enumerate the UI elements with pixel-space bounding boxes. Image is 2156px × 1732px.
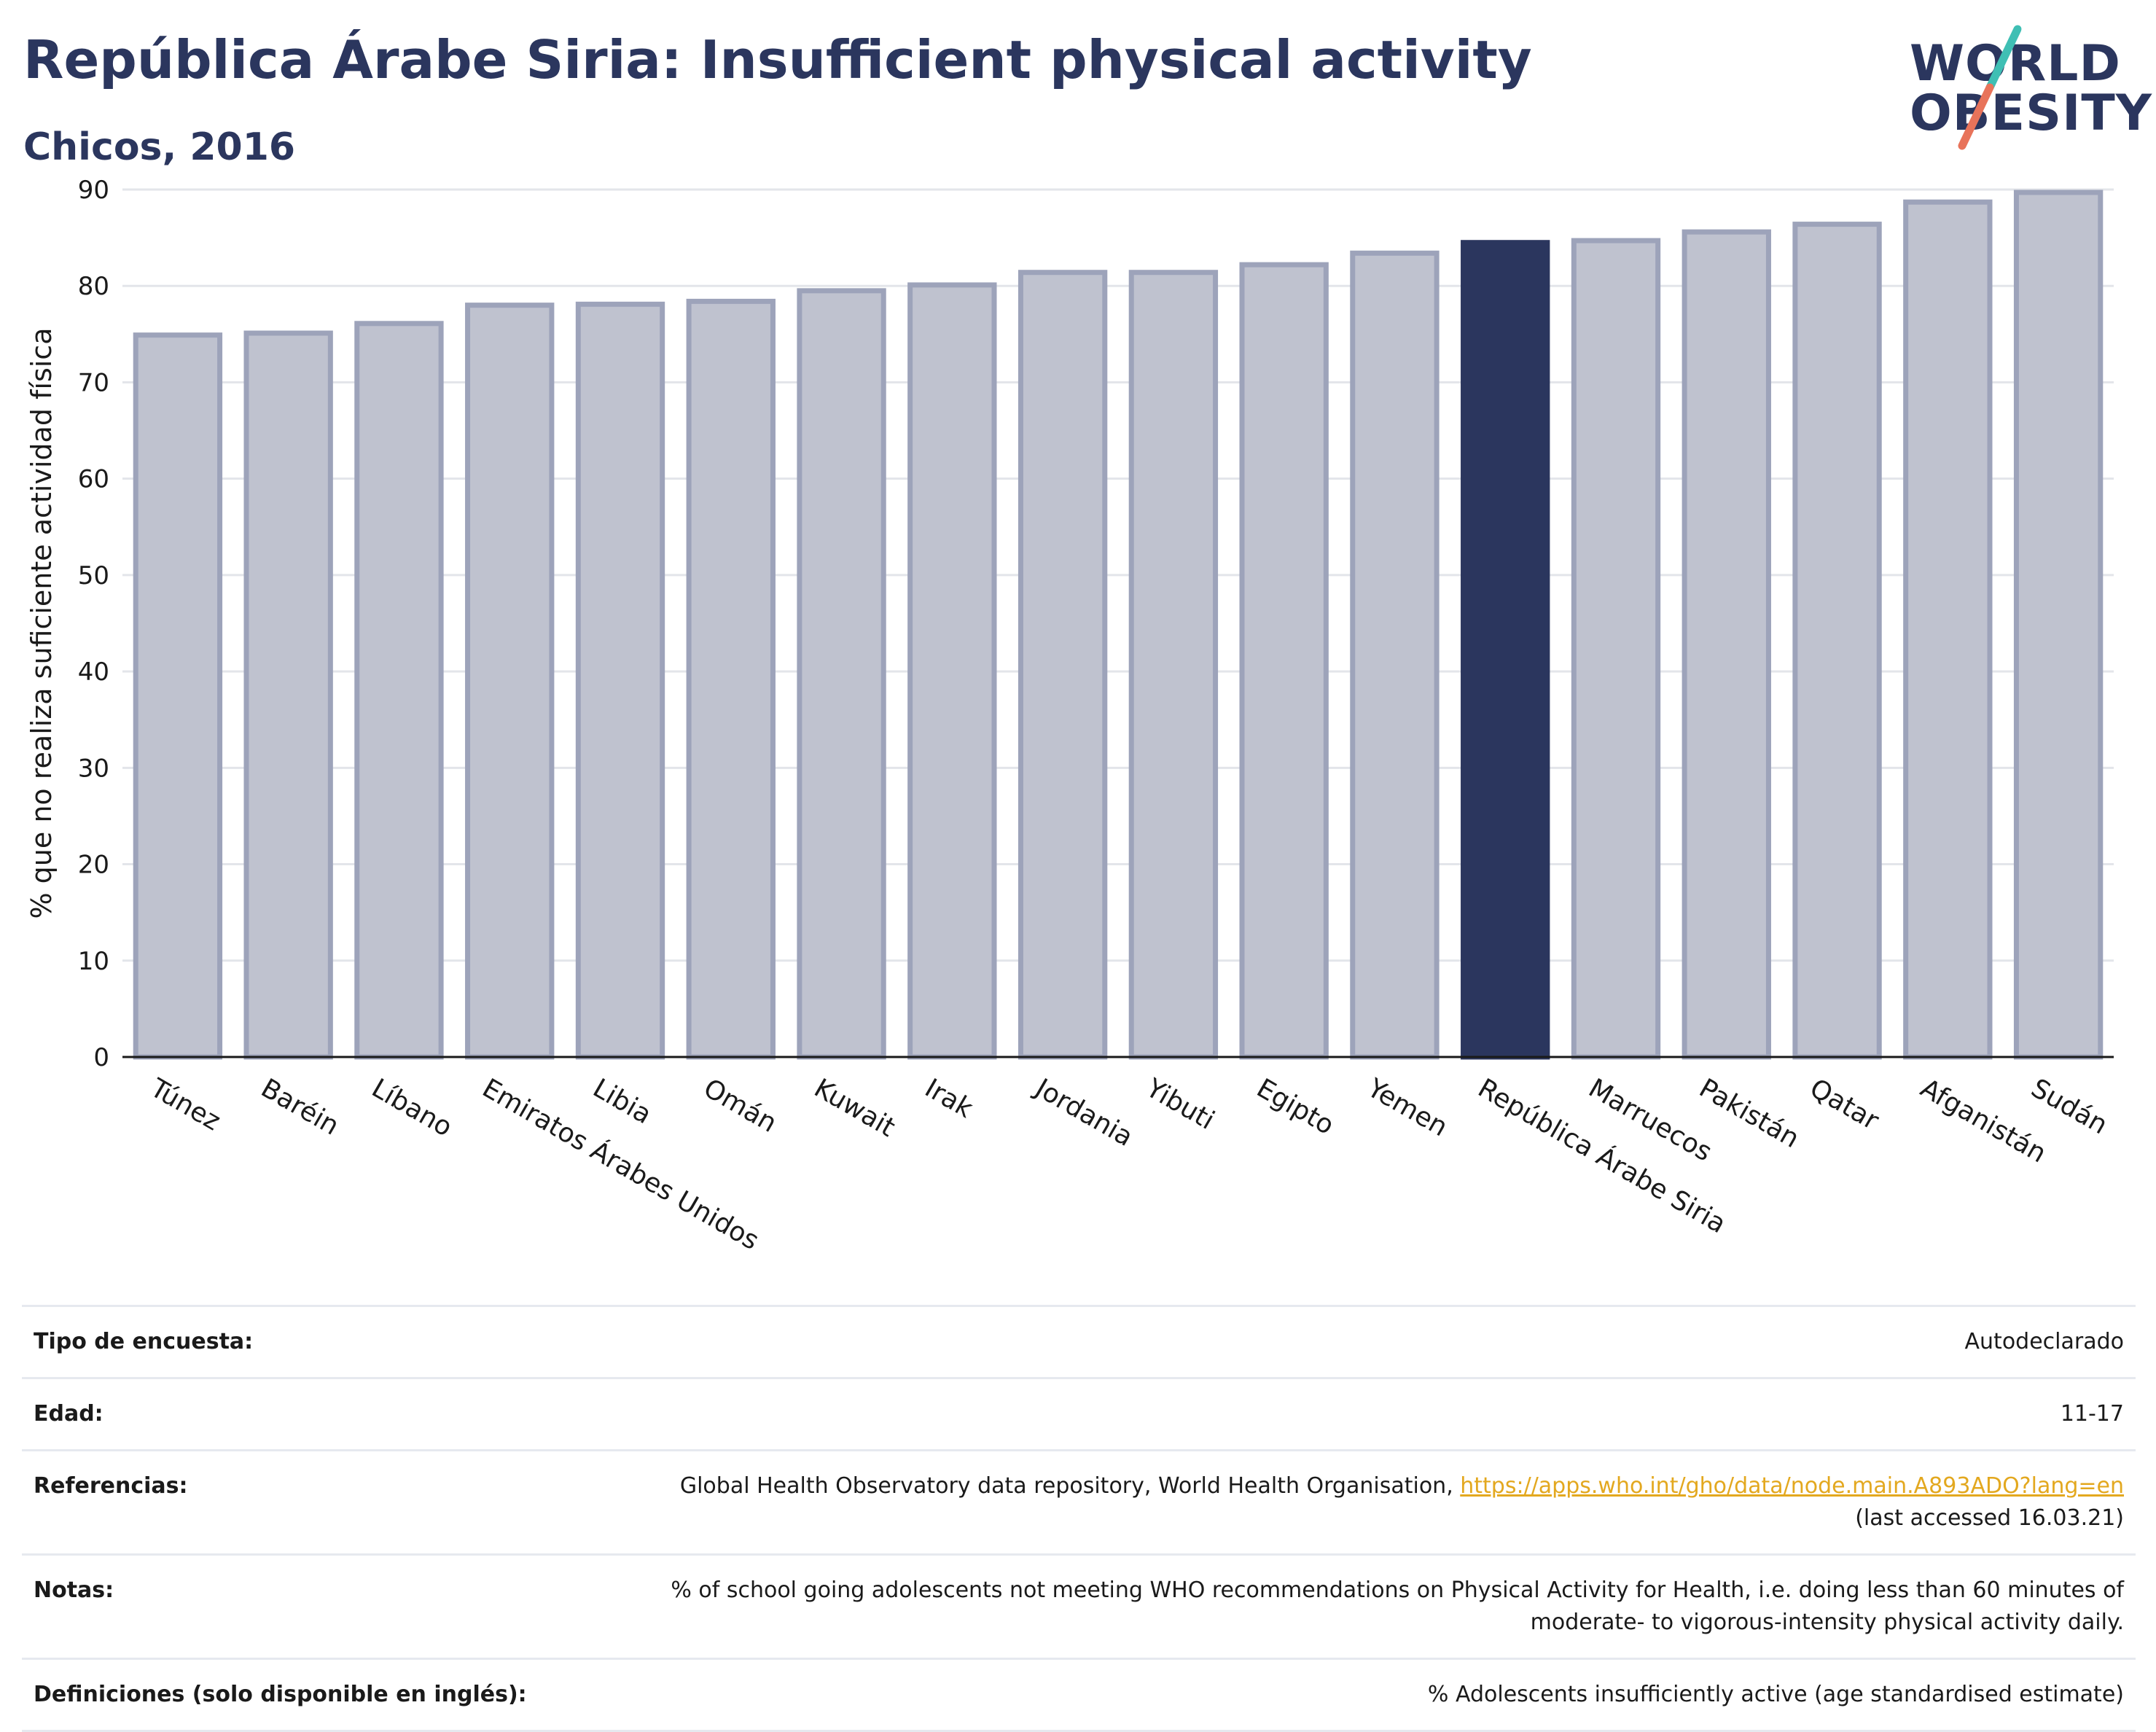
notes-line-2: moderate- to vigorous-intensity physical… (1530, 1610, 2124, 1635)
references-accessed: (last accessed 16.03.21) (1855, 1505, 2124, 1531)
info-row-references: Referencias: Global Health Observatory d… (22, 1449, 2136, 1556)
x-tick-label: Líbano (367, 1073, 457, 1142)
age-label: Edad: (22, 1377, 599, 1451)
bar-11 (1350, 250, 1440, 1060)
bar-13 (1571, 238, 1661, 1060)
x-tick-label: Omán (698, 1073, 781, 1139)
bar-1 (243, 330, 333, 1060)
logo-slash-icon (1958, 25, 2022, 150)
page-subtitle: Chicos, 2016 (23, 125, 296, 169)
info-row-age: Edad: 11-17 (22, 1377, 2136, 1451)
references-label: Referencias: (22, 1449, 599, 1556)
references-text: Global Health Observatory data repositor… (679, 1473, 1461, 1499)
x-tick-label: Irak (920, 1073, 978, 1124)
bar-12 (1461, 240, 1550, 1060)
references-value: Global Health Observatory data repositor… (599, 1449, 2136, 1556)
age-value: 11-17 (599, 1377, 2136, 1451)
x-tick-label: Túnez (145, 1073, 226, 1137)
info-table: Tipo de encuesta: Autodeclarado Edad: 11… (22, 1305, 2136, 1732)
bar-15 (1792, 222, 1882, 1060)
y-axis-label: % que no realiza suficiente actividad fí… (26, 328, 58, 919)
logo-word-obesity: OBESITY (1910, 85, 2152, 142)
definitions-label: Definiciones (solo disponible en inglés)… (22, 1658, 599, 1732)
bar-17 (2013, 190, 2104, 1060)
survey-type-label: Tipo de encuesta: (22, 1305, 599, 1379)
x-tick-label: Egipto (1251, 1073, 1339, 1141)
x-tick-label: Yibuti (1141, 1073, 1219, 1136)
notes-value: % of school going adolescents not meetin… (599, 1553, 2136, 1660)
x-tick-label: Kuwait (809, 1073, 900, 1143)
bar-8 (1018, 270, 1108, 1060)
world-obesity-logo: WORLD OBESITY (1895, 22, 2152, 153)
bar-10 (1239, 262, 1329, 1060)
y-tick-label: 0 (93, 1043, 109, 1072)
notes-label: Notas: (22, 1553, 599, 1660)
x-tick-label: Qatar (1805, 1073, 1883, 1136)
bar-3 (465, 303, 555, 1060)
bar-16 (1903, 199, 1993, 1060)
y-tick-label: 10 (78, 947, 109, 976)
x-tick-label: Libia (588, 1073, 657, 1130)
bar-14 (1682, 229, 1771, 1060)
info-row-notes: Notas: % of school going adolescents not… (22, 1553, 2136, 1660)
logo-word-world: WORLD (1910, 35, 2121, 93)
bar-7 (907, 282, 997, 1060)
bar-9 (1128, 270, 1219, 1060)
bar-0 (133, 332, 223, 1060)
y-tick-label: 50 (78, 561, 109, 590)
y-tick-label: 80 (78, 272, 109, 301)
y-tick-label: 70 (78, 368, 109, 397)
notes-line-1: % of school going adolescents not meetin… (671, 1577, 2124, 1603)
bar-4 (575, 301, 665, 1060)
bar-5 (686, 298, 776, 1060)
x-tick-label: Yemen (1362, 1073, 1453, 1143)
references-link[interactable]: https://apps.who.int/gho/data/node.main.… (1460, 1473, 2124, 1499)
y-tick-label: 90 (78, 176, 109, 205)
bar-6 (797, 288, 886, 1060)
y-tick-label: 20 (78, 851, 109, 880)
x-tick-label: Jordania (1029, 1072, 1138, 1152)
info-row-definitions: Definiciones (solo disponible en inglés)… (22, 1658, 2136, 1732)
x-tick-label: Sudán (2026, 1073, 2113, 1140)
definitions-value: % Adolescents insufficiently active (age… (599, 1658, 2136, 1732)
y-tick-label: 30 (78, 754, 109, 783)
y-tick-label: 60 (78, 465, 109, 494)
y-tick-label: 40 (78, 658, 109, 687)
bar-2 (354, 321, 444, 1060)
x-tick-label: Afganistán (1915, 1073, 2051, 1169)
page-title: República Árabe Siria: Insufficient phys… (23, 29, 1532, 90)
x-tick-label: Baréin (256, 1073, 344, 1141)
chart-bars (133, 190, 2104, 1060)
survey-type-value: Autodeclarado (599, 1305, 2136, 1379)
chart-grid (122, 188, 2114, 962)
info-row-survey-type: Tipo de encuesta: Autodeclarado (22, 1305, 2136, 1379)
